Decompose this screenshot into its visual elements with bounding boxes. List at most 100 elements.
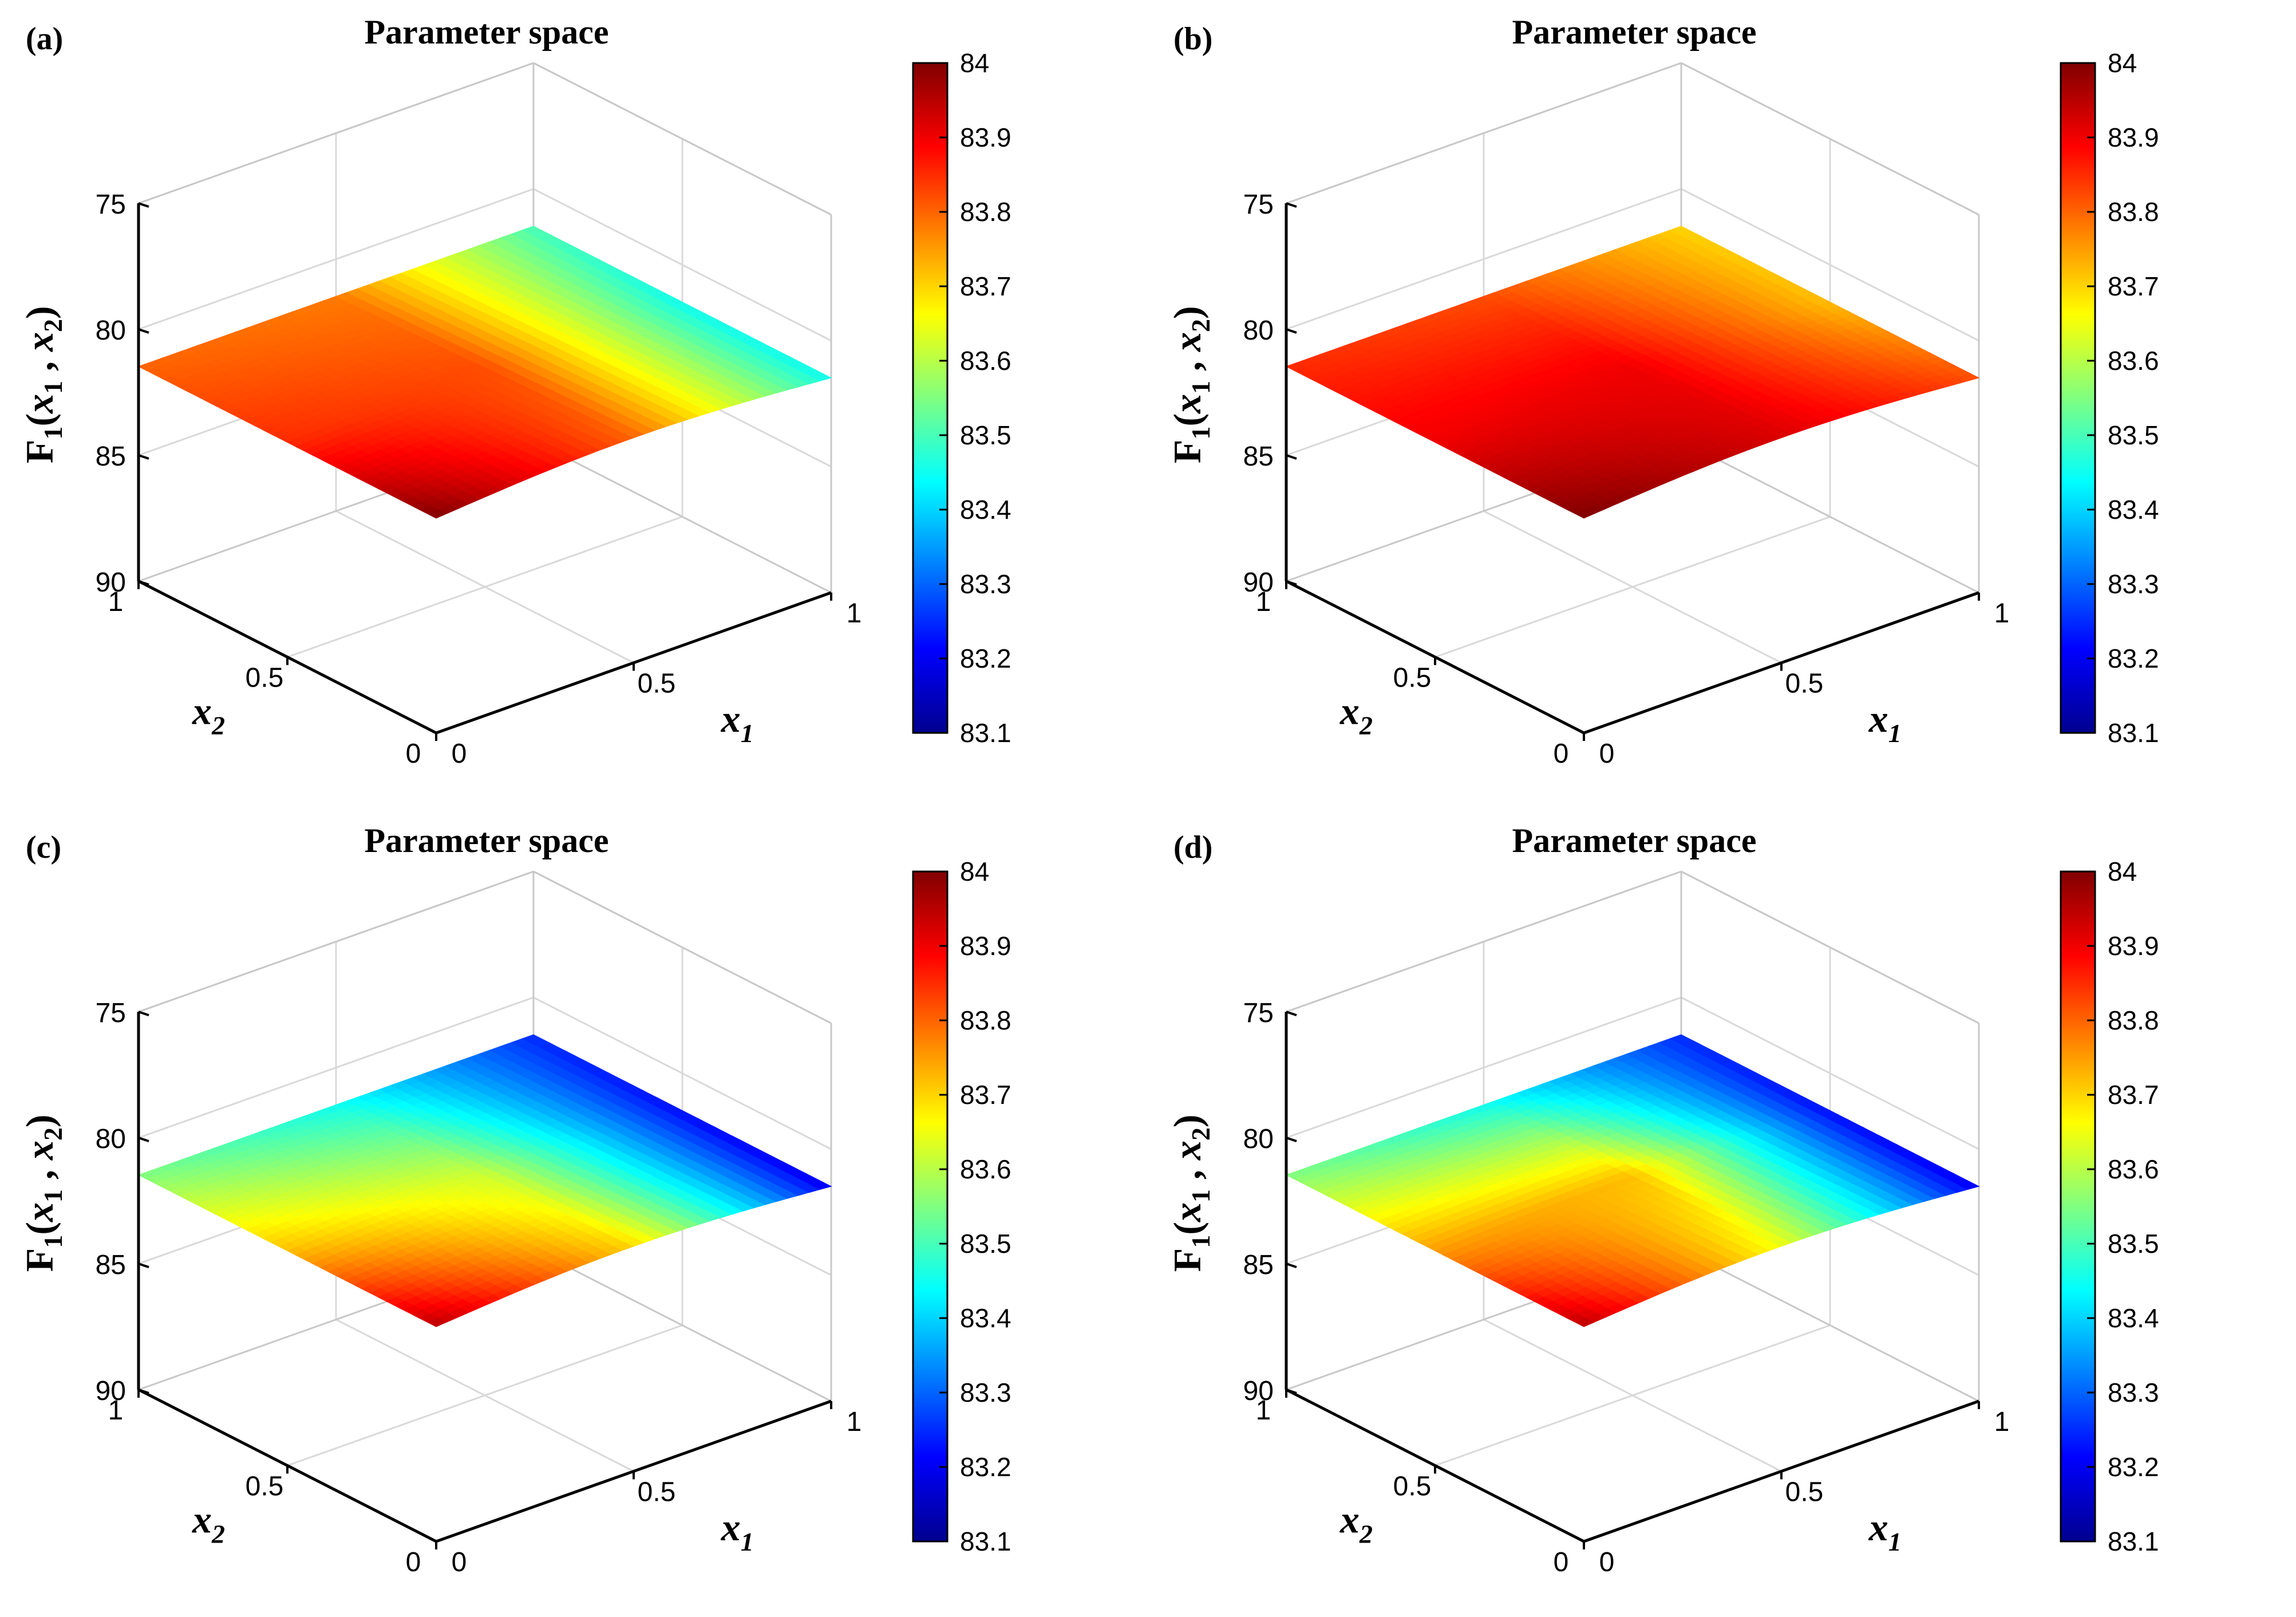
- surface: [137, 226, 832, 519]
- colorbar-tick-label: 83.6: [2108, 346, 2159, 376]
- x1-tick-label: 1: [847, 598, 862, 629]
- z-label-x: x: [18, 394, 61, 414]
- z-tick-label: 80: [1243, 315, 1274, 346]
- panel-d: 0 0.5 1 0 0.5 1 75 80 85 90 x1 x2 F1(x1 , x2) Paramet…: [1148, 808, 2296, 1617]
- x1-tick-label: 0.5: [638, 669, 676, 699]
- colorbar-tick-label: 83.7: [960, 271, 1011, 301]
- x1-axis-label: x1: [1868, 697, 1902, 748]
- panel-b: 0 0.5 1 0 0.5 1 75 80 85 90 x1 x2 F1(x1 , x2) Paramet…: [1148, 0, 2296, 808]
- x2-axis-label-sub: 2: [1359, 711, 1373, 740]
- x1-axis-label-sub: 1: [741, 1527, 754, 1556]
- colorbar-tick-label: 83.1: [960, 718, 1011, 748]
- z-axis-label-text: F1(x1 , x2): [1165, 306, 1215, 463]
- z-tick-mark: [138, 1011, 149, 1016]
- x2-tick-label: 1: [108, 587, 124, 617]
- chart-title: Parameter space: [364, 822, 608, 859]
- colorbar: [2060, 62, 2096, 734]
- z-tick-label: 80: [96, 315, 126, 346]
- box-edge: [533, 440, 832, 594]
- x2-axis-label: x2: [1339, 689, 1373, 740]
- wall-grid-horizontal: [138, 188, 534, 330]
- colorbar-tick-label: 83.6: [960, 1154, 1011, 1184]
- z-axis-label-text: F1(x1 , x2): [18, 306, 68, 463]
- z-label-x2-sub: 2: [1186, 319, 1215, 332]
- z-label-x: x: [18, 1202, 61, 1222]
- z-label-x2: x: [18, 332, 61, 352]
- x1-axis-label-main: x: [721, 697, 741, 740]
- x1-axis-label: x1: [721, 697, 754, 748]
- z-label-f: F: [1165, 440, 1209, 464]
- z-tick-mark: [1286, 580, 1297, 586]
- z-tick-mark: [1286, 454, 1297, 460]
- x1-tick-label: 0.5: [638, 1477, 676, 1508]
- z-label-open: (: [1165, 413, 1209, 427]
- z-label-f-sub: 1: [1186, 427, 1215, 440]
- z-label-close: ): [1165, 306, 1209, 319]
- x1-tick-label: 1: [1994, 598, 2010, 629]
- z-tick-mark: [138, 454, 149, 460]
- z-tick-mark: [138, 580, 149, 586]
- colorbar-tick-label: 83.1: [2108, 718, 2159, 748]
- colorbar-tick-label: 83.9: [2108, 123, 2159, 152]
- z-tick-label: 85: [96, 441, 126, 472]
- z-tick-mark: [138, 1263, 149, 1268]
- wall-grid-horizontal: [1286, 996, 1682, 1139]
- z-label-x2-sub: 2: [38, 319, 68, 332]
- colorbar-tick-label: 84: [960, 857, 989, 886]
- x1-tick-label: 0.5: [1785, 669, 1824, 699]
- floor-grid-y: [1434, 1324, 1831, 1466]
- z-label-x2: x: [18, 1141, 61, 1161]
- surface-cell: [1958, 373, 1980, 381]
- z-label-f: F: [18, 1248, 61, 1272]
- floor-grid-y: [287, 516, 683, 658]
- colorbar-tick-label: 83.2: [960, 644, 1011, 673]
- z-tick-label: 90: [1243, 567, 1274, 598]
- box-edge: [1681, 870, 1979, 1024]
- z-label-close: ): [18, 306, 61, 319]
- colorbar-tick-label: 84: [960, 48, 989, 78]
- colorbar-tick-label: 83.5: [960, 420, 1011, 450]
- x2-tick-label: 0.5: [1393, 663, 1432, 693]
- x1-axis-label-main: x: [721, 1505, 741, 1549]
- z-tick-label: 75: [96, 998, 126, 1028]
- box-edge: [533, 62, 832, 216]
- z-tick-mark: [138, 1137, 149, 1142]
- colorbar-tick-label: 83.2: [2108, 644, 2159, 673]
- x1-tick-label: 0: [452, 739, 467, 769]
- wall-grid-horizontal: [138, 996, 534, 1139]
- box-edge: [1286, 62, 1682, 204]
- z-tick-label: 85: [96, 1250, 126, 1280]
- colorbar: [912, 870, 949, 1543]
- wall-grid-horizontal: [533, 996, 832, 1150]
- box-edge: [1681, 1248, 1979, 1402]
- x1-axis-label-sub: 1: [741, 719, 754, 748]
- x2-tick-label: 0.5: [246, 663, 284, 693]
- box-edge: [533, 870, 832, 1024]
- wall-grid-horizontal: [1681, 996, 1979, 1150]
- x2-tick-label: 0: [1554, 739, 1569, 769]
- surface: [1285, 1034, 1980, 1327]
- colorbar-tick-label: 83.8: [2108, 197, 2159, 227]
- z-label-x1-sub: 1: [38, 381, 68, 394]
- x2-axis-label-main: x: [1339, 689, 1360, 732]
- surface: [137, 1034, 832, 1327]
- surface-cell: [811, 1181, 832, 1190]
- colorbar-tick-label: 83.7: [960, 1080, 1011, 1110]
- z-tick-label: 90: [96, 567, 126, 598]
- z-label-x1-sub: 1: [1186, 381, 1215, 394]
- colorbar-tick-label: 83.3: [960, 1378, 1011, 1407]
- colorbar-tick-label: 84: [2108, 48, 2137, 78]
- colorbar-tick-label: 83.6: [960, 346, 1011, 376]
- z-tick-label: 80: [96, 1124, 126, 1154]
- box-edge: [1286, 870, 1682, 1013]
- z-tick-label: 75: [96, 190, 126, 220]
- panel-label: (a): [26, 21, 63, 57]
- colorbar-tick-label: 83.8: [960, 1005, 1011, 1035]
- box-edge: [533, 1248, 832, 1402]
- x2-axis-label-sub: 2: [211, 1519, 225, 1548]
- axes-lines: [137, 202, 832, 741]
- x1-axis-label-main: x: [1868, 697, 1888, 740]
- wall-grid-horizontal: [1286, 188, 1682, 330]
